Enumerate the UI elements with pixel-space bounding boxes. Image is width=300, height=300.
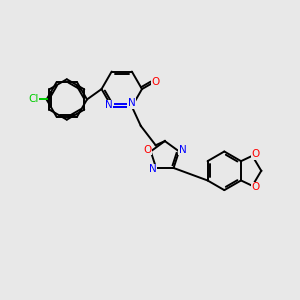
Text: Cl: Cl [28,94,38,104]
Text: N: N [179,145,186,155]
Text: O: O [152,77,160,87]
Text: O: O [251,182,260,192]
Text: O: O [251,149,260,159]
Text: N: N [149,164,156,175]
Text: N: N [105,100,112,110]
Text: O: O [143,145,151,155]
Text: N: N [128,98,136,108]
